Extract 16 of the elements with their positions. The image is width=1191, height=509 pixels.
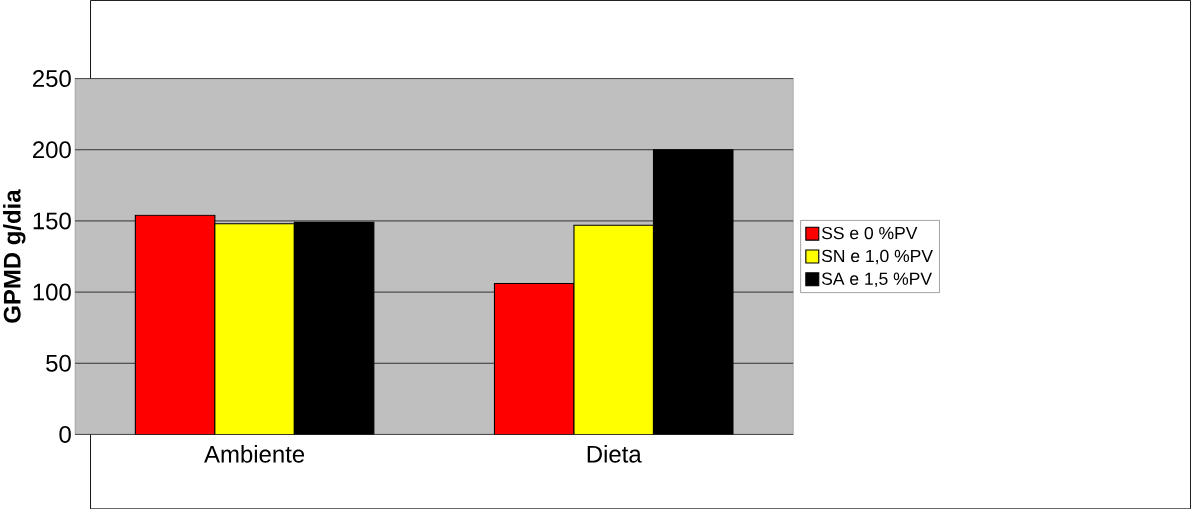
legend-label: SA e 1,5 %PV	[821, 272, 932, 287]
y-tick-label: 250	[33, 69, 71, 87]
legend-label: SN e 1,0 %PV	[821, 249, 933, 265]
y-tick-label: 200	[33, 141, 71, 159]
legend-label: SS e 0 %PV	[821, 226, 918, 240]
bar	[493, 282, 575, 435]
y-tick-label: 100	[33, 283, 71, 301]
bar	[134, 214, 216, 435]
y-tick-label: 50	[46, 354, 71, 372]
x-tick-label: Ambiente	[204, 444, 305, 463]
bar	[214, 223, 295, 435]
y-tick-label: 150	[33, 212, 71, 230]
y-tick-label: 0	[59, 425, 71, 443]
bar	[573, 224, 655, 435]
x-tick-label: Dieta	[587, 444, 642, 463]
y-axis-title: GPMD g/dia	[3, 189, 26, 323]
